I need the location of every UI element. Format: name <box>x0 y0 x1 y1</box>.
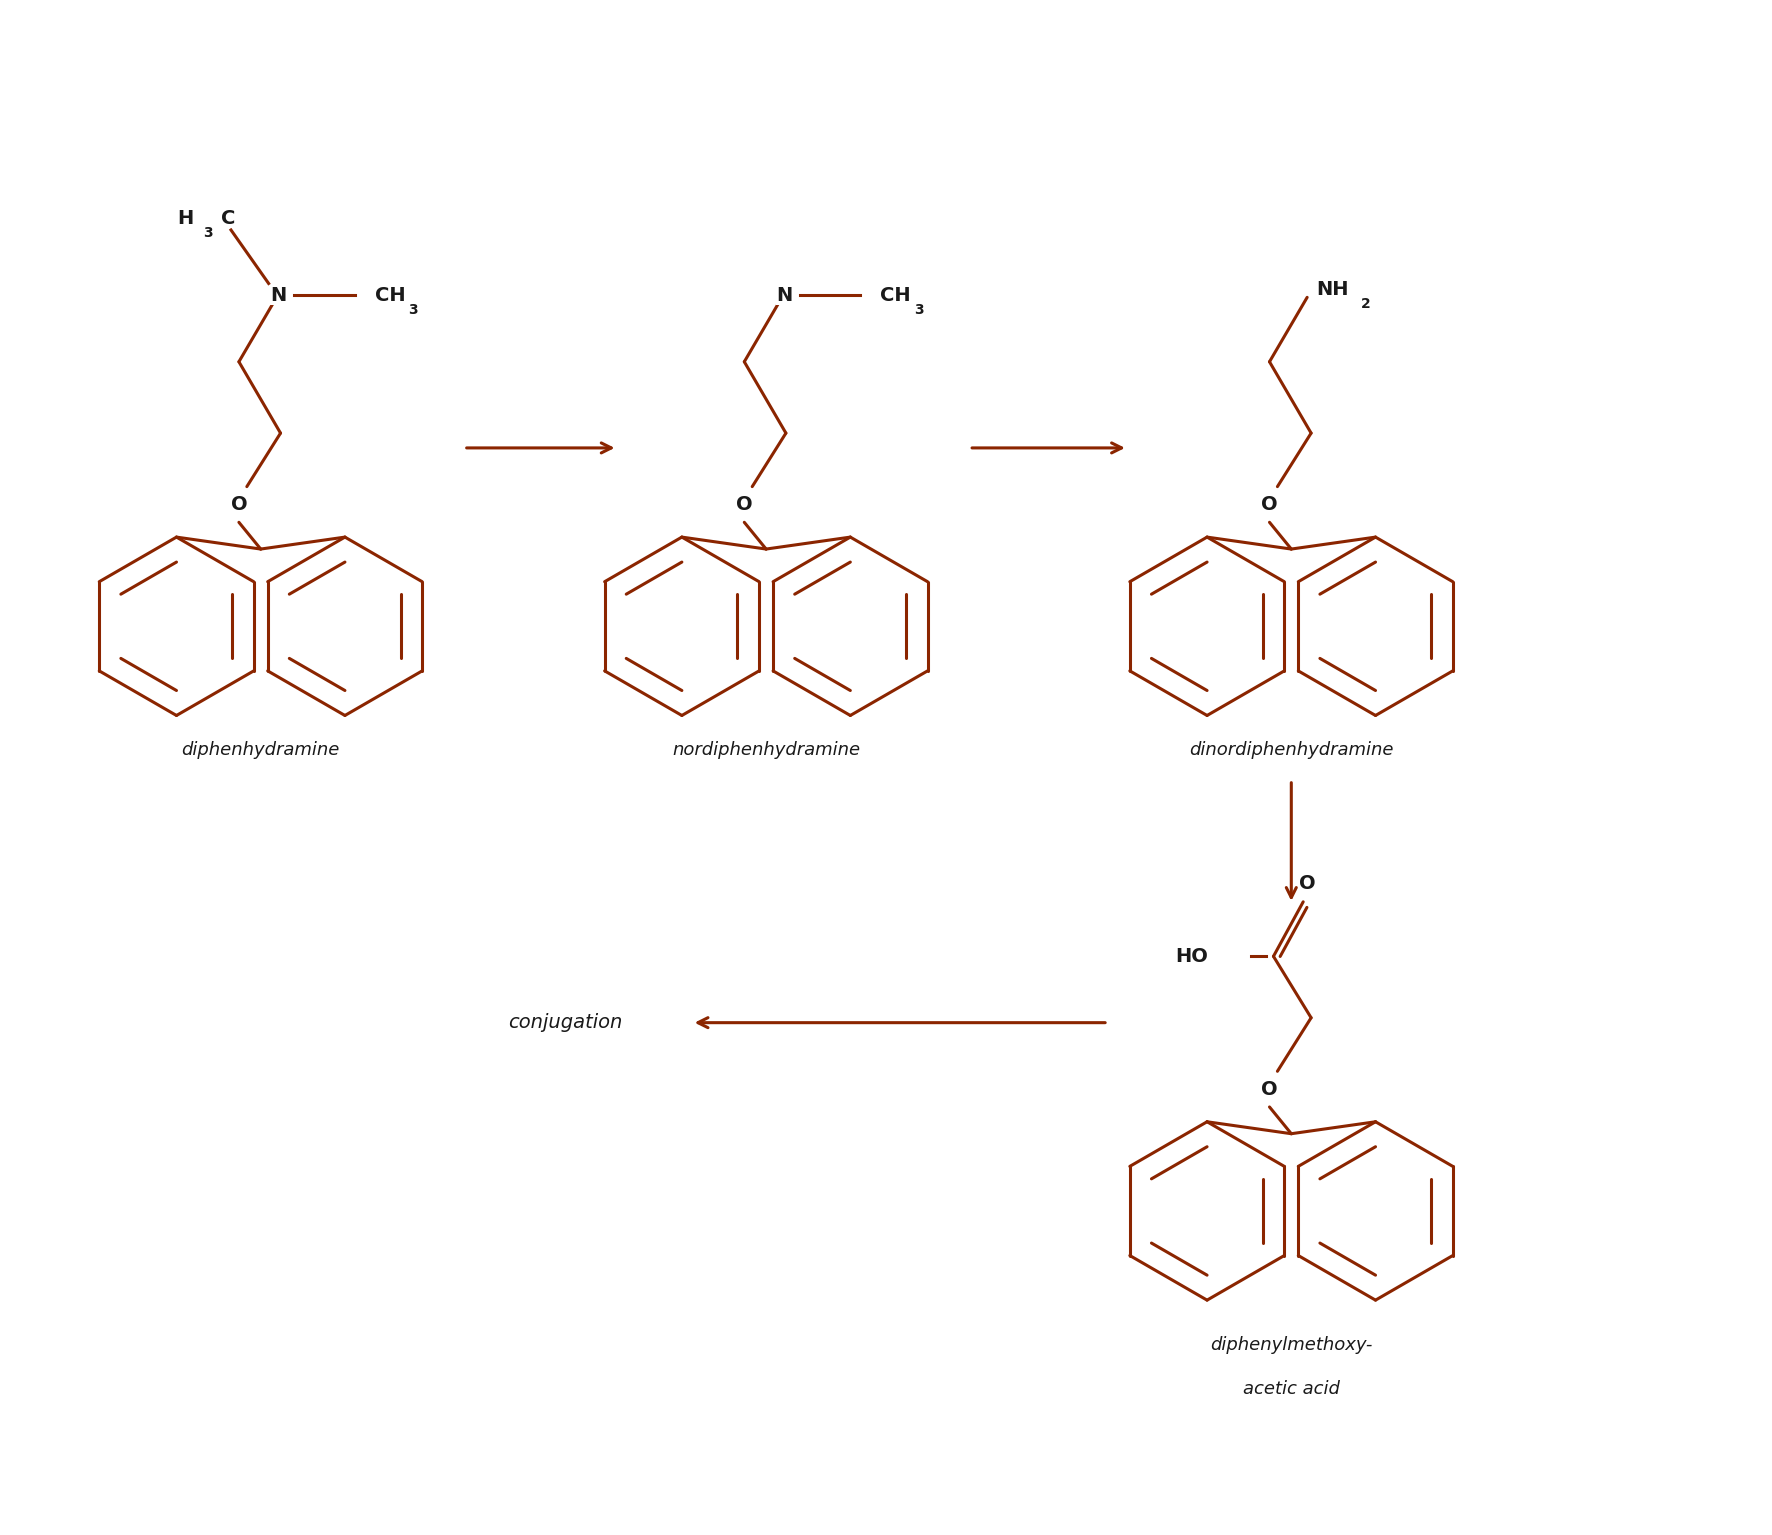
Text: CH: CH <box>374 286 406 305</box>
Text: N: N <box>776 286 792 305</box>
Text: 3: 3 <box>408 304 418 318</box>
Text: conjugation: conjugation <box>509 1013 622 1032</box>
Text: diphenylmethoxy-: diphenylmethoxy- <box>1210 1335 1373 1354</box>
Text: CH: CH <box>881 286 911 305</box>
Text: O: O <box>735 494 753 514</box>
Text: H: H <box>177 209 193 227</box>
Text: 3: 3 <box>204 226 213 239</box>
Text: diphenhydramine: diphenhydramine <box>181 741 340 760</box>
Text: dinordiphenhydramine: dinordiphenhydramine <box>1189 741 1393 760</box>
Text: O: O <box>1299 875 1315 893</box>
Text: 3: 3 <box>914 304 923 318</box>
Text: NH: NH <box>1317 279 1348 299</box>
Text: O: O <box>230 494 248 514</box>
Text: O: O <box>1262 494 1278 514</box>
Text: N: N <box>271 286 287 305</box>
Text: C: C <box>222 209 236 227</box>
Text: HO: HO <box>1175 947 1209 966</box>
Text: acetic acid: acetic acid <box>1242 1380 1340 1398</box>
Text: O: O <box>1262 1079 1278 1099</box>
Text: 2: 2 <box>1361 298 1370 312</box>
Text: nordiphenhydramine: nordiphenhydramine <box>672 741 859 760</box>
